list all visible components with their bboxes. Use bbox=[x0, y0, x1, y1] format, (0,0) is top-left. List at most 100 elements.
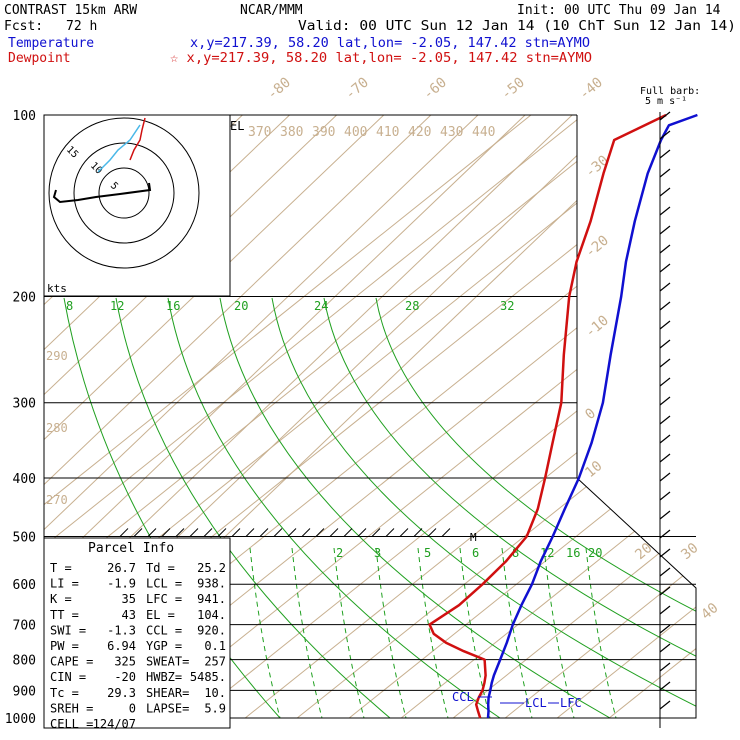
parcel-field-label: EL = bbox=[146, 608, 175, 622]
mixing-ratio-label: 32 bbox=[500, 299, 514, 313]
mixing-ratio-line bbox=[271, 297, 696, 718]
barb-label-line1: Full barb: bbox=[640, 86, 700, 97]
hatch-mark bbox=[259, 528, 269, 537]
wind-barb bbox=[659, 586, 671, 596]
theta-label-left: 270 bbox=[46, 493, 68, 507]
wind-barb bbox=[659, 472, 671, 482]
mixing-ratio-label: 3 bbox=[374, 546, 381, 560]
mixing-ratio-label: 12 bbox=[110, 299, 124, 313]
hodograph-ring bbox=[48, 117, 200, 269]
hodograph-upper-trace bbox=[129, 117, 146, 161]
wind-barb bbox=[659, 225, 671, 235]
parcel-field-value: 29.3 bbox=[107, 686, 136, 700]
isotherm-label: 30 bbox=[678, 540, 701, 563]
wind-barb bbox=[659, 320, 671, 330]
wind-barb bbox=[659, 244, 671, 254]
parcel-field-label: CIN = bbox=[50, 670, 86, 684]
mixing-ratio-label: 20 bbox=[588, 546, 602, 560]
wind-barb bbox=[659, 434, 671, 444]
theta-label-left: 290 bbox=[46, 349, 68, 363]
wind-barb bbox=[659, 453, 671, 463]
parcel-field-value: 25.2 bbox=[197, 561, 226, 575]
hatch-mark bbox=[441, 528, 451, 537]
isotherm-line bbox=[348, 115, 696, 718]
mixing-ratio-line bbox=[375, 297, 696, 718]
parcel-field-value: 10. bbox=[204, 686, 226, 700]
parcel-field-value: 941. bbox=[197, 592, 226, 606]
hatch-mark bbox=[329, 528, 339, 537]
moist-adiabat-line bbox=[543, 547, 575, 718]
isotherm-line bbox=[556, 115, 696, 718]
hatch-mark bbox=[203, 528, 213, 537]
hatch-mark bbox=[357, 528, 367, 537]
pressure-tick-label: 800 bbox=[13, 654, 36, 669]
mixing-ratio-label: 20 bbox=[234, 299, 248, 313]
hatch-mark bbox=[301, 528, 311, 537]
mixing-ratio-label: 5 bbox=[424, 546, 431, 560]
isotherm-line bbox=[140, 115, 696, 718]
mixing-ratio-label: 6 bbox=[472, 546, 479, 560]
barb-label-line2: 5 m s⁻¹ bbox=[645, 96, 687, 107]
wind-barb bbox=[659, 111, 671, 121]
pressure-tick-label: 900 bbox=[13, 684, 36, 699]
parcel-field-label: LCL = bbox=[146, 577, 182, 591]
parcel-field-value: 938. bbox=[197, 577, 226, 591]
model-title: CONTRAST 15km ARW bbox=[4, 3, 137, 18]
pressure-tick-label: 400 bbox=[13, 472, 36, 487]
isotherm-line bbox=[608, 115, 696, 718]
parcel-field-value: 6.94 bbox=[107, 639, 136, 653]
dewpoint-legend-info: ☆ x,y=217.39, 58.20 lat,lon= -2.05, 147.… bbox=[170, 51, 592, 66]
el-marker: EL bbox=[230, 119, 244, 133]
parcel-field-label: YGP = bbox=[146, 639, 182, 653]
wind-barb bbox=[659, 358, 671, 368]
wind-barb bbox=[659, 605, 671, 615]
wind-barb bbox=[659, 567, 671, 577]
hatch-mark bbox=[147, 528, 157, 537]
hatch-mark bbox=[161, 528, 171, 537]
hatch-mark bbox=[385, 528, 395, 537]
parcel-field-value: 0 bbox=[129, 701, 136, 715]
isotherm-line bbox=[400, 115, 696, 718]
parcel-field-label: CAPE = bbox=[50, 655, 93, 669]
hodograph-ring bbox=[98, 167, 150, 219]
wind-barb bbox=[659, 510, 671, 520]
hatch-mark bbox=[217, 528, 227, 537]
wind-barb bbox=[659, 206, 671, 216]
theta-label: 420 bbox=[408, 125, 431, 140]
wind-barb bbox=[659, 187, 671, 197]
parcel-field-value: -20 bbox=[114, 670, 136, 684]
isotherm-line bbox=[44, 115, 636, 718]
wind-barb bbox=[659, 491, 671, 501]
mixing-ratio-label: 8 bbox=[512, 546, 519, 560]
hatch-mark bbox=[189, 528, 199, 537]
temperature-legend-label: Temperature bbox=[8, 36, 94, 51]
moist-adiabat-line bbox=[375, 547, 407, 718]
lcl-marker: LCL bbox=[525, 696, 547, 710]
parcel-field-value: 43 bbox=[122, 608, 136, 622]
parcel-field-label: SWEAT= bbox=[146, 655, 189, 669]
parcel-field-label: K = bbox=[50, 592, 72, 606]
mixing-ratio-label: 16 bbox=[166, 299, 180, 313]
parcel-field-label: T = bbox=[50, 561, 72, 575]
dry-adiabat-line bbox=[44, 115, 696, 614]
dewpoint-trace bbox=[428, 113, 667, 719]
dry-adiabat-line bbox=[44, 115, 696, 569]
hatch-mark bbox=[231, 528, 241, 537]
mixing-ratio-label: 8 bbox=[66, 299, 73, 313]
parcel-field-value: 920. bbox=[197, 623, 226, 637]
ccl-marker: CCL bbox=[452, 690, 474, 704]
parcel-field-label: LFC = bbox=[146, 592, 182, 606]
moist-adiabat-line bbox=[501, 547, 533, 718]
theta-label-left: 280 bbox=[46, 421, 68, 435]
isotherm-label: -60 bbox=[420, 75, 450, 104]
isotherm-line bbox=[44, 115, 532, 718]
m-marker: M bbox=[470, 531, 477, 544]
theta-label: 400 bbox=[344, 125, 367, 140]
mixing-ratio-line bbox=[167, 297, 501, 718]
parcel-field-label: LAPSE= bbox=[146, 701, 189, 715]
parcel-info-panel: Parcel Info T = 26.7 Td = 25.2 LI = -1.9 LCL = 9… bbox=[43, 537, 231, 731]
mixing-ratio-label: 16 bbox=[566, 546, 580, 560]
isotherm-line bbox=[504, 115, 696, 718]
parcel-field-value: 5485. bbox=[190, 670, 226, 684]
